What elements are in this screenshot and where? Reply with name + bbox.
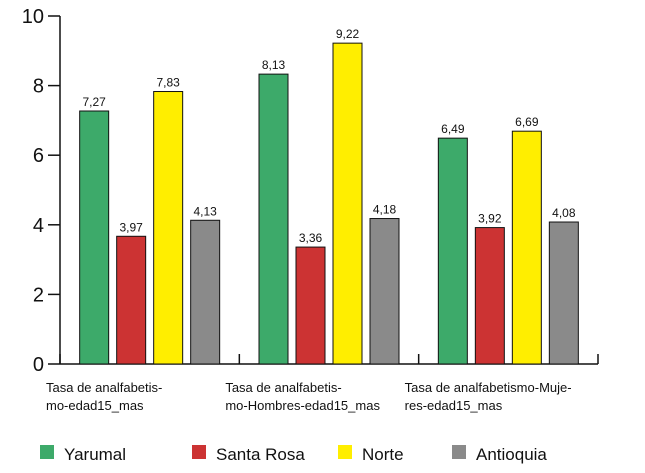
- bar-antioquia: [369, 218, 400, 365]
- legend-label: Antioquia: [476, 445, 547, 464]
- data-label: 8,13: [262, 58, 286, 72]
- category-labels: Tasa de analfabetis-mo-edad15_mas Tasa de…: [46, 380, 572, 413]
- data-label: 6,49: [441, 122, 465, 136]
- bar-yarumal: [437, 137, 468, 365]
- y-tick-label: 4: [33, 215, 44, 237]
- legend: Yarumal Santa Rosa Norte Antioquia: [40, 445, 547, 464]
- category-label: res-edad15_mas: [405, 398, 503, 413]
- bar-norte: [511, 130, 542, 365]
- bar-norte: [332, 42, 363, 365]
- y-tick-label: 0: [33, 354, 44, 376]
- bar-antioquia: [548, 221, 579, 365]
- y-tick-label: 8: [33, 76, 44, 98]
- bars: [79, 42, 579, 365]
- data-label: 3,92: [478, 212, 502, 226]
- data-label: 7,83: [156, 76, 180, 90]
- bar-yarumal: [79, 110, 110, 365]
- data-label: 3,97: [119, 220, 143, 234]
- category-label: Tasa de analfabetis-: [225, 380, 341, 395]
- y-tick-label: 2: [33, 284, 44, 306]
- y-tick-label: 10: [22, 6, 44, 28]
- bar-santa-rosa: [474, 227, 505, 365]
- legend-swatch-santa-rosa: [192, 445, 206, 459]
- data-label: 9,22: [336, 27, 360, 41]
- bar-santa-rosa: [295, 246, 326, 365]
- category-label: Tasa de analfabetismo-Muje-: [405, 380, 572, 395]
- bar-norte: [153, 91, 184, 365]
- legend-swatch-antioquia: [452, 445, 466, 459]
- legend-swatch-yarumal: [40, 445, 54, 459]
- bar-antioquia: [190, 219, 221, 365]
- category-label: Tasa de analfabetis-: [46, 380, 162, 395]
- data-label: 3,36: [299, 231, 323, 245]
- legend-label: Santa Rosa: [216, 445, 305, 464]
- data-label: 6,69: [515, 115, 539, 129]
- data-label: 4,08: [552, 206, 576, 220]
- data-labels: 7,27 3,97 7,83 4,13 8,13 3,36 9,22 4,18 6,49 3,92…: [82, 27, 575, 245]
- bar-santa-rosa: [116, 235, 147, 365]
- y-tick-label: 6: [33, 145, 44, 167]
- legend-swatch-norte: [338, 445, 352, 459]
- legend-label: Yarumal: [64, 445, 126, 464]
- bar-yarumal: [258, 73, 289, 365]
- category-label: mo-Hombres-edad15_mas: [225, 398, 380, 413]
- category-label: mo-edad15_mas: [46, 398, 144, 413]
- data-label: 4,13: [193, 204, 217, 218]
- data-label: 4,18: [373, 203, 397, 217]
- axes: 0 2 4 6 8 10: [22, 6, 599, 376]
- legend-label: Norte: [362, 445, 404, 464]
- data-label: 7,27: [82, 95, 106, 109]
